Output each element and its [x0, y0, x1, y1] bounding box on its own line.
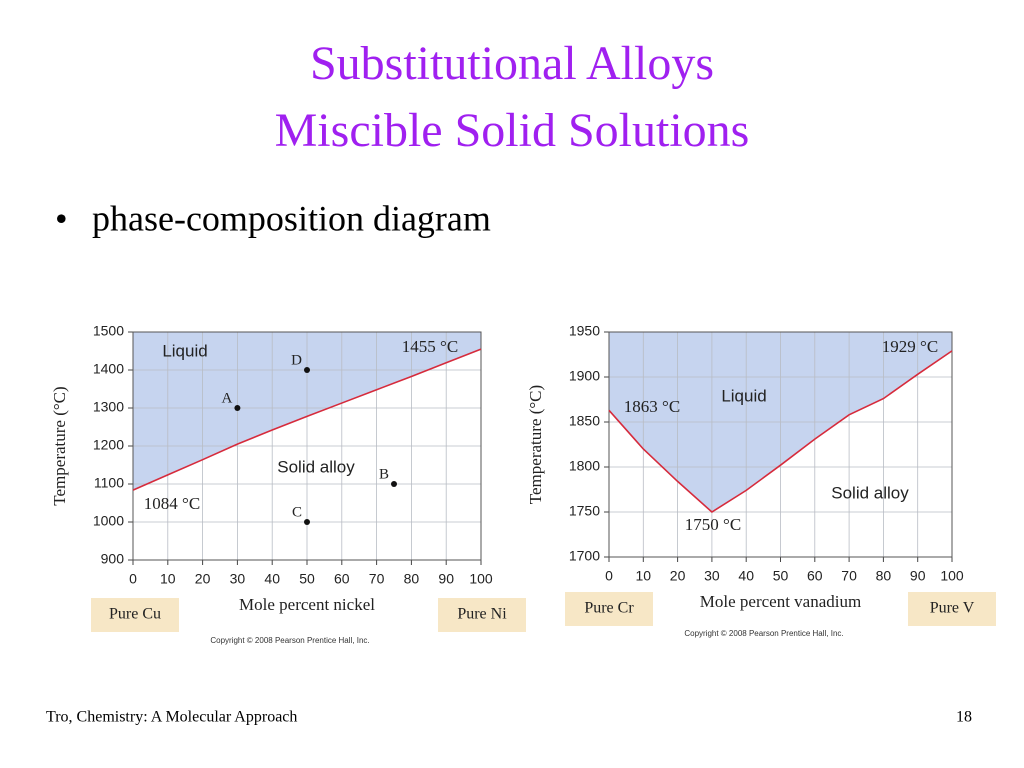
pure-label: Pure V — [930, 600, 975, 617]
pure-box — [565, 592, 653, 626]
pure-box — [908, 592, 996, 626]
y-tick-label: 1700 — [569, 548, 600, 564]
y-axis-label: Temperature (°C) — [50, 386, 69, 505]
y-axis-label: Temperature (°C) — [526, 385, 545, 504]
y-tick-label: 900 — [101, 551, 125, 567]
x-tick-label: 10 — [636, 568, 652, 584]
x-tick-label: 20 — [670, 568, 686, 584]
y-tick-label: 1200 — [93, 437, 124, 453]
phase-chart: 1700 1750 1800 1850 1900 1950 0 10 20 30 40 50 60 70 8… — [526, 323, 996, 638]
composition-point — [391, 481, 397, 487]
x-tick-label: 100 — [469, 571, 493, 587]
region-label: Solid alloy — [277, 457, 355, 476]
x-axis-label: Mole percent nickel — [239, 595, 375, 614]
x-tick-label: 70 — [841, 568, 857, 584]
pure-label: Pure Ni — [457, 606, 507, 623]
x-tick-label: 90 — [438, 571, 454, 587]
pure-box — [438, 598, 526, 632]
x-tick-label: 0 — [129, 571, 137, 587]
region-label: Liquid — [721, 386, 766, 405]
region-label: Liquid — [162, 341, 207, 360]
x-tick-label: 50 — [773, 568, 789, 584]
point-label: A — [222, 390, 233, 406]
x-tick-label: 0 — [605, 568, 613, 584]
footer-source: Tro, Chemistry: A Molecular Approach — [46, 709, 297, 726]
y-tick-label: 1300 — [93, 399, 124, 415]
bullet-text: phase-composition diagram — [92, 198, 491, 238]
x-tick-label: 60 — [807, 568, 823, 584]
y-tick-label: 1400 — [93, 361, 124, 377]
x-tick-label: 80 — [404, 571, 420, 587]
temperature-annotation: 1863 °C — [624, 397, 680, 416]
plot-frame — [608, 331, 953, 558]
x-tick-label: 80 — [876, 568, 892, 584]
x-tick-label: 20 — [195, 571, 211, 587]
slide-title: Miscible Solid Solutions — [275, 104, 750, 157]
y-tick-label: 1000 — [93, 513, 124, 529]
y-tick-label: 1850 — [569, 413, 600, 429]
point-label: D — [291, 352, 302, 368]
y-tick-label: 1500 — [93, 323, 124, 339]
x-tick-label: 40 — [264, 571, 280, 587]
x-tick-label: 50 — [299, 571, 315, 587]
x-axis-label: Mole percent vanadium — [700, 592, 861, 611]
slide-title: Substitutional Alloys — [310, 37, 714, 90]
temperature-annotation: 1929 °C — [882, 337, 938, 356]
pure-label: Pure Cu — [109, 606, 161, 623]
temperature-annotation: 1455 °C — [402, 337, 458, 356]
composition-point — [304, 519, 310, 525]
phase-boundary — [132, 348, 482, 491]
bullet-dot: • — [55, 198, 68, 238]
page-number: 18 — [956, 709, 972, 726]
x-tick-label: 40 — [738, 568, 754, 584]
y-tick-label: 1800 — [569, 458, 600, 474]
x-tick-label: 30 — [704, 568, 720, 584]
y-tick-label: 1900 — [569, 368, 600, 384]
pure-box — [91, 598, 179, 632]
point-label: C — [292, 504, 302, 520]
x-tick-label: 10 — [160, 571, 176, 587]
temperature-annotation: 1750 °C — [685, 515, 741, 534]
copyright: Copyright © 2008 Pearson Prentice Hall, … — [210, 636, 369, 645]
x-tick-label: 60 — [334, 571, 350, 587]
phase-boundary — [608, 350, 953, 513]
composition-point — [234, 405, 241, 411]
x-tick-label: 70 — [369, 571, 385, 587]
copyright: Copyright © 2008 Pearson Prentice Hall, … — [684, 629, 843, 638]
x-tick-label: 90 — [910, 568, 926, 584]
phase-chart: 900 1000 1100 1200 1300 1400 1500 0 10 20 30 40 50 60… — [50, 323, 526, 645]
point-label: B — [379, 466, 389, 482]
y-tick-label: 1100 — [94, 475, 124, 491]
plot-frame — [132, 331, 482, 561]
x-tick-label: 100 — [940, 568, 964, 584]
pure-label: Pure Cr — [584, 600, 634, 617]
region-label: Solid alloy — [831, 483, 909, 502]
temperature-annotation: 1084 °C — [144, 494, 200, 513]
y-tick-label: 1750 — [569, 503, 600, 519]
composition-point — [304, 367, 310, 373]
x-tick-label: 30 — [230, 571, 246, 587]
y-tick-label: 1950 — [569, 323, 600, 339]
